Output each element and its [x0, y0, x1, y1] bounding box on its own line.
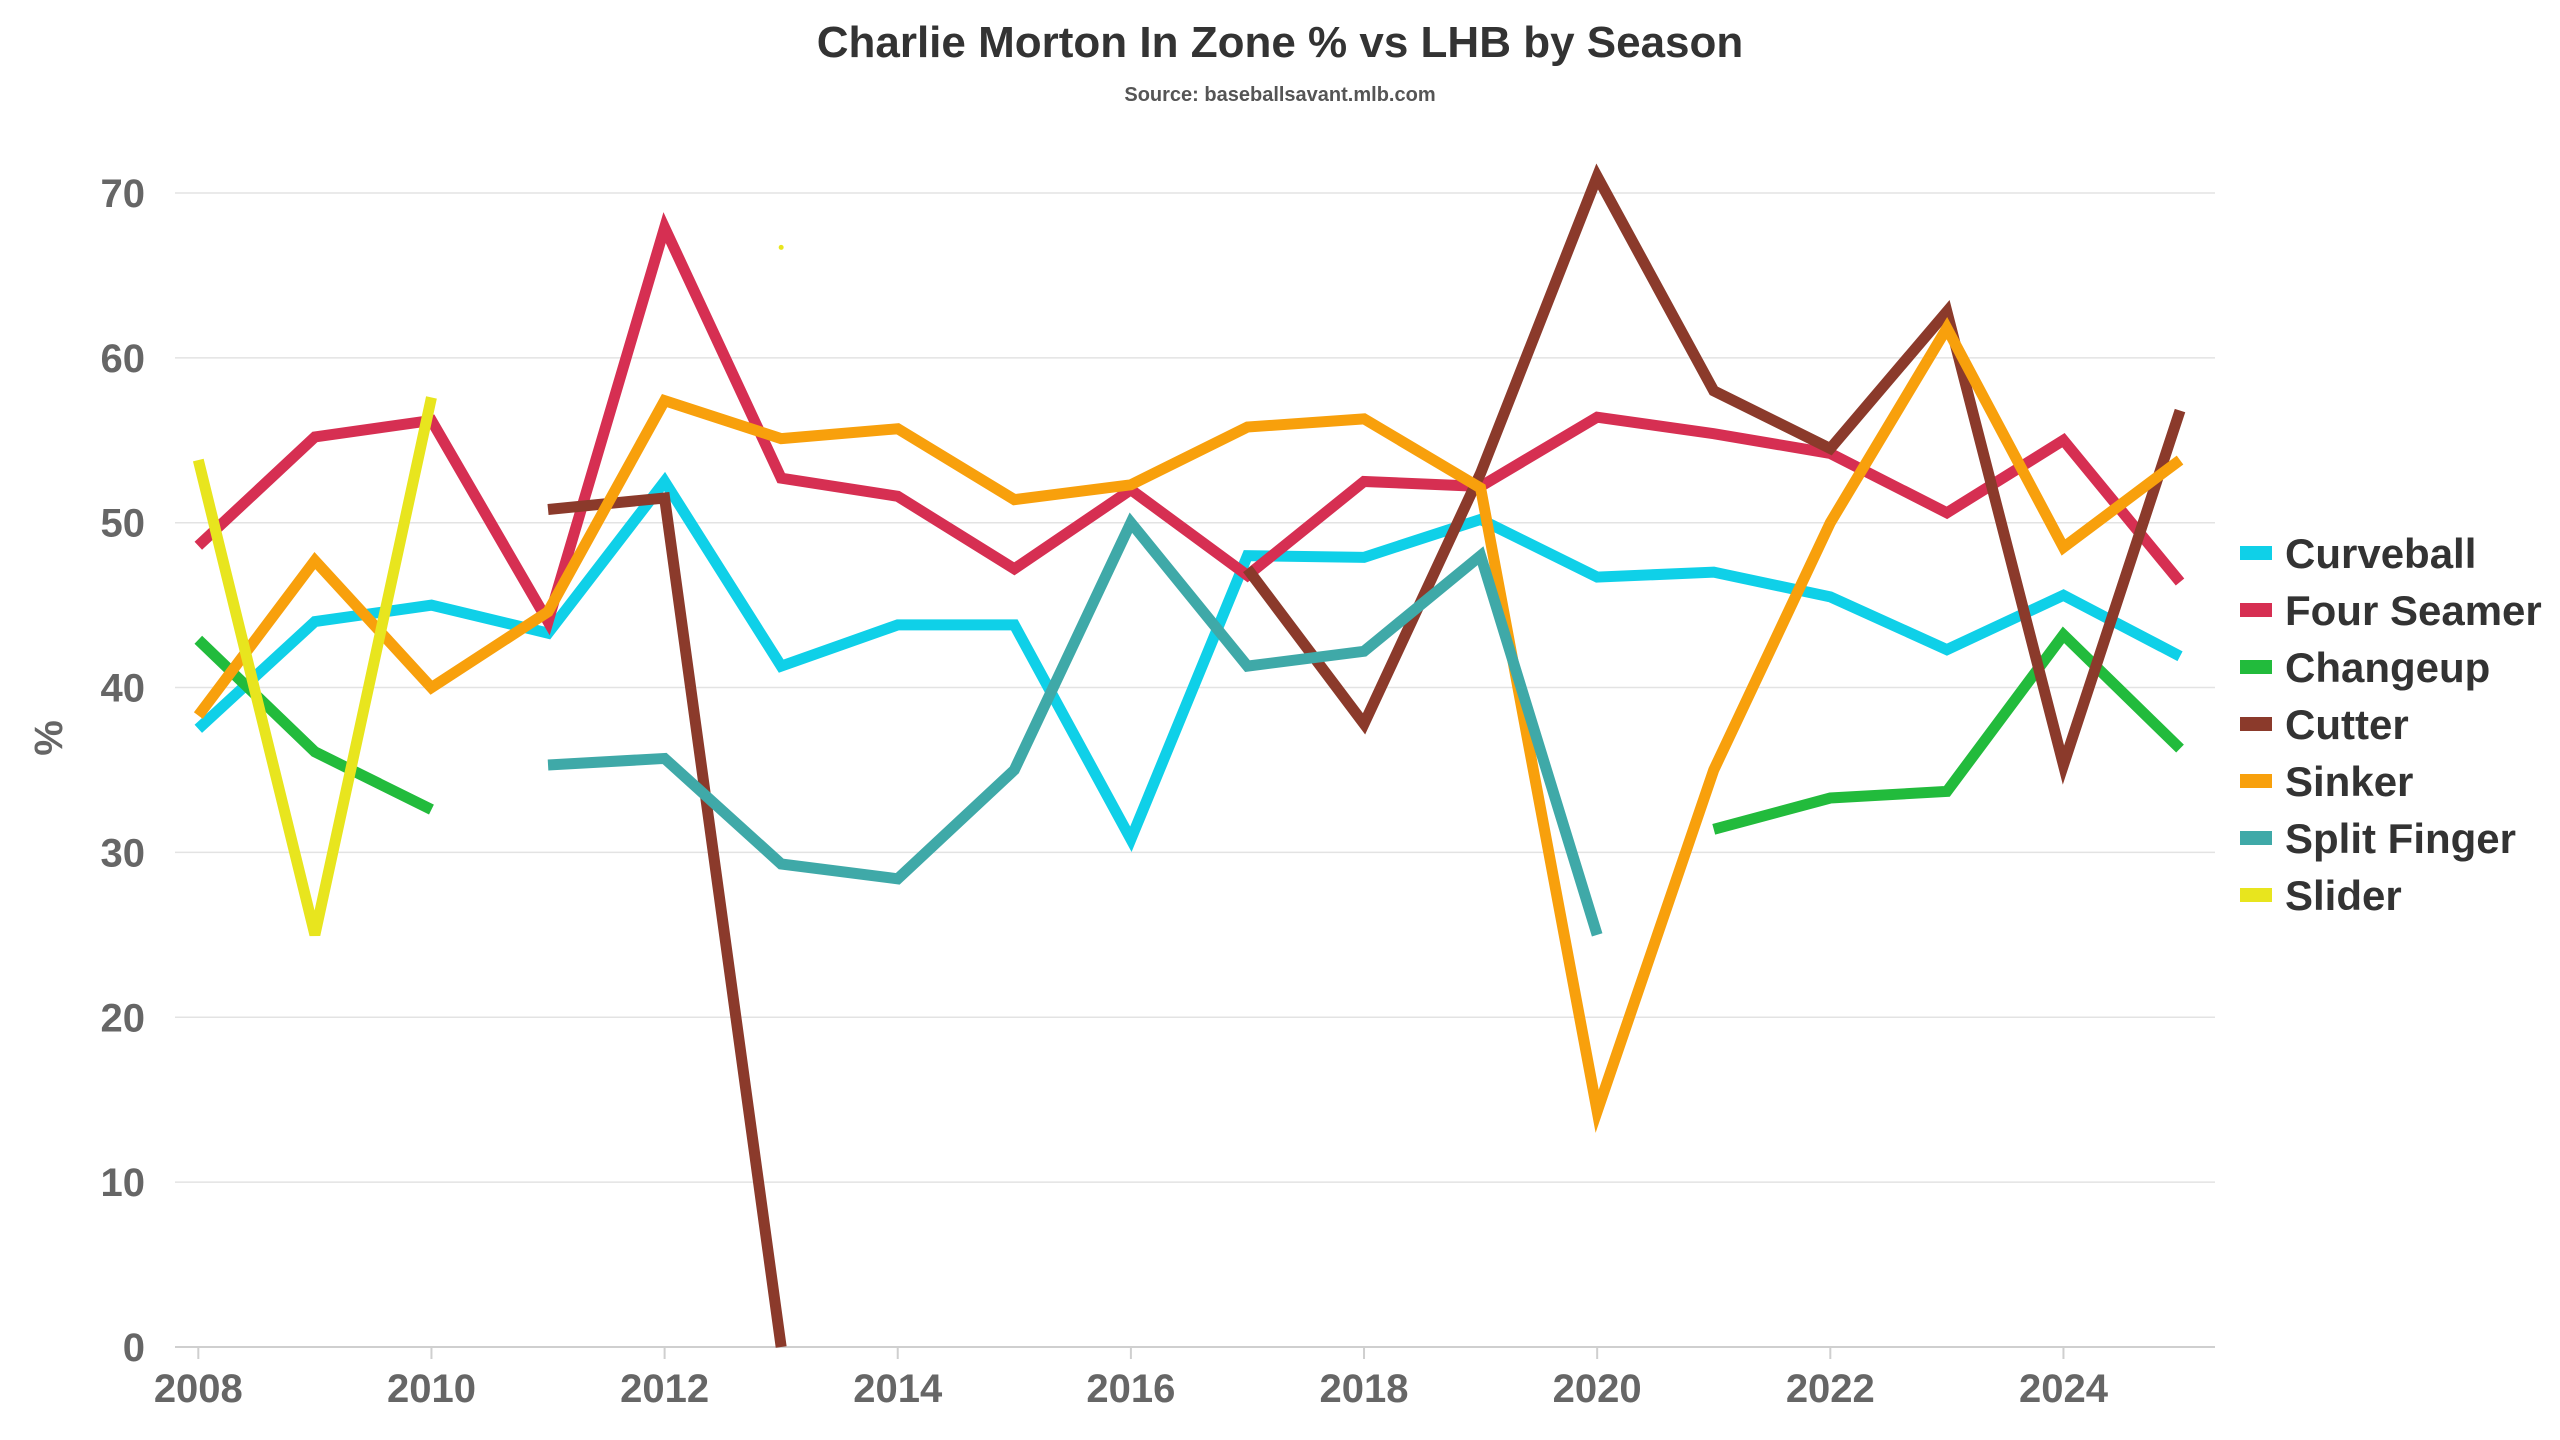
legend-item: Changeup — [2240, 644, 2490, 691]
legend-label: Four Seamer — [2285, 587, 2542, 634]
legend-label: Slider — [2285, 872, 2402, 919]
series-line — [192, 396, 437, 937]
series-line — [1243, 163, 2186, 785]
legend-swatch — [2240, 774, 2272, 788]
y-tick-label: 40 — [101, 667, 146, 711]
series-line — [194, 212, 2185, 636]
legend-label: Sinker — [2285, 758, 2413, 805]
legend-item: Sinker — [2240, 758, 2413, 805]
series-four-seamer — [194, 212, 2185, 636]
legend-swatch — [2240, 717, 2272, 731]
series-line — [193, 316, 2184, 1133]
series-line — [547, 491, 787, 1348]
y-tick-label: 60 — [101, 337, 146, 381]
x-tick-label: 2024 — [2019, 1367, 2109, 1411]
grid-lines — [175, 192, 2215, 1348]
x-tick-label: 2020 — [1553, 1367, 1642, 1411]
data-point — [778, 244, 784, 250]
legend-swatch — [2240, 660, 2272, 674]
legend-swatch — [2240, 888, 2272, 902]
x-tick-label: 2018 — [1320, 1367, 1409, 1411]
legend-swatch — [2240, 603, 2272, 617]
legend-label: Split Finger — [2285, 815, 2516, 862]
series-sinker — [193, 316, 2184, 1133]
x-tick-label: 2008 — [154, 1367, 243, 1411]
y-tick-label: 20 — [101, 996, 146, 1040]
legend-label: Changeup — [2285, 644, 2490, 691]
x-tick-label: 2014 — [853, 1367, 943, 1411]
series-line — [1712, 626, 2184, 835]
legend-label: Curveball — [2285, 530, 2476, 577]
x-tick-label: 2010 — [387, 1367, 476, 1411]
x-tick-label: 2022 — [1786, 1367, 1875, 1411]
legend-item: Slider — [2240, 872, 2402, 919]
series-line — [547, 512, 1603, 937]
legend-item: Four Seamer — [2240, 587, 2542, 634]
y-tick-label: 70 — [101, 172, 146, 216]
series-changeup — [194, 626, 2184, 835]
chart-subtitle: Source: baseballsavant.mlb.com — [1124, 84, 1436, 106]
legend-swatch — [2240, 831, 2272, 845]
y-axis-label: % — [27, 720, 71, 756]
legend-swatch — [2240, 546, 2272, 560]
legend-item: Cutter — [2240, 701, 2409, 748]
series-lines — [192, 163, 2186, 1348]
chart-title: Charlie Morton In Zone % vs LHB by Seaso… — [816, 18, 1744, 67]
legend-item: Curveball — [2240, 530, 2476, 577]
x-tick-label: 2016 — [1086, 1367, 1175, 1411]
series-cutter — [547, 163, 2186, 1348]
y-tick-label: 10 — [101, 1161, 146, 1205]
x-tick-label: 2012 — [620, 1367, 709, 1411]
y-tick-label: 30 — [101, 831, 146, 875]
y-tick-label: 0 — [123, 1326, 145, 1370]
legend-label: Cutter — [2285, 701, 2409, 748]
series-line — [194, 635, 434, 815]
axes: 0 10 20 30 40 50 60 70 2008 2010 2012 2014 2016 2018 2… — [101, 172, 2109, 1411]
legend: Curveball Four Seamer Changeup Cutter Sinker… — [2240, 530, 2542, 919]
y-tick-label: 50 — [101, 502, 146, 546]
legend-item: Split Finger — [2240, 815, 2516, 862]
series-split-finger — [547, 512, 1603, 937]
series-slider — [192, 244, 784, 937]
